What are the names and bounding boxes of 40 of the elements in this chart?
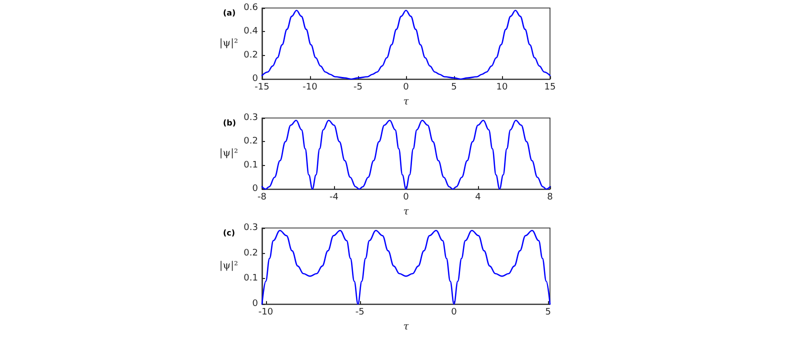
x-tick-label: -10 <box>302 82 318 93</box>
x-tick-label: 0 <box>403 192 410 203</box>
x-tick-label: -8 <box>258 192 267 203</box>
y-tick-label: 0.2 <box>244 248 258 258</box>
x-tick-label: -5 <box>354 82 362 93</box>
x-tick-label: 5 <box>545 308 551 318</box>
y-tick-label: 0.4 <box>244 26 258 37</box>
y-tick-label: 0.6 <box>244 3 258 13</box>
x-tick-label: -4 <box>330 192 339 203</box>
chart-title: (c) <box>223 228 236 238</box>
x-tick-label: 5 <box>451 82 457 93</box>
y-tick-label: 0.2 <box>244 50 258 60</box>
x-tick-label: 15 <box>544 82 556 93</box>
y-tick-label: 0.1 <box>244 274 258 284</box>
x-tick-label: 4 <box>475 192 482 203</box>
x-tick-label: 0 <box>403 82 410 93</box>
y-axis-title: |ψ|² <box>219 38 238 50</box>
line-series <box>261 120 551 190</box>
chart-title: (a) <box>223 8 236 18</box>
y-tick-label: 0 <box>252 184 258 194</box>
y-tick-label: 0.3 <box>244 223 258 233</box>
line-series <box>261 230 551 305</box>
x-tick-label: -15 <box>254 82 270 93</box>
y-tick-label: 0 <box>252 74 258 84</box>
x-axis-title: τ <box>403 206 410 218</box>
y-tick-label: 0.2 <box>244 136 258 147</box>
y-tick-label: 0 <box>252 299 258 310</box>
x-tick-label: 10 <box>496 82 508 93</box>
line-series <box>261 10 551 80</box>
y-axis-title: |ψ|² <box>219 260 238 272</box>
x-tick-label: 8 <box>547 192 554 203</box>
x-tick-label: -5 <box>355 308 364 318</box>
chart-title: (b) <box>223 118 236 128</box>
y-axis-title: |ψ|² <box>219 148 238 160</box>
x-axis-title: τ <box>403 96 410 108</box>
y-tick-label: 0.1 <box>244 160 258 170</box>
x-tick-label: 0 <box>451 308 458 318</box>
x-axis-title: τ <box>403 322 410 332</box>
y-tick-label: 0.3 <box>244 113 258 123</box>
x-tick-label: -10 <box>258 308 274 318</box>
